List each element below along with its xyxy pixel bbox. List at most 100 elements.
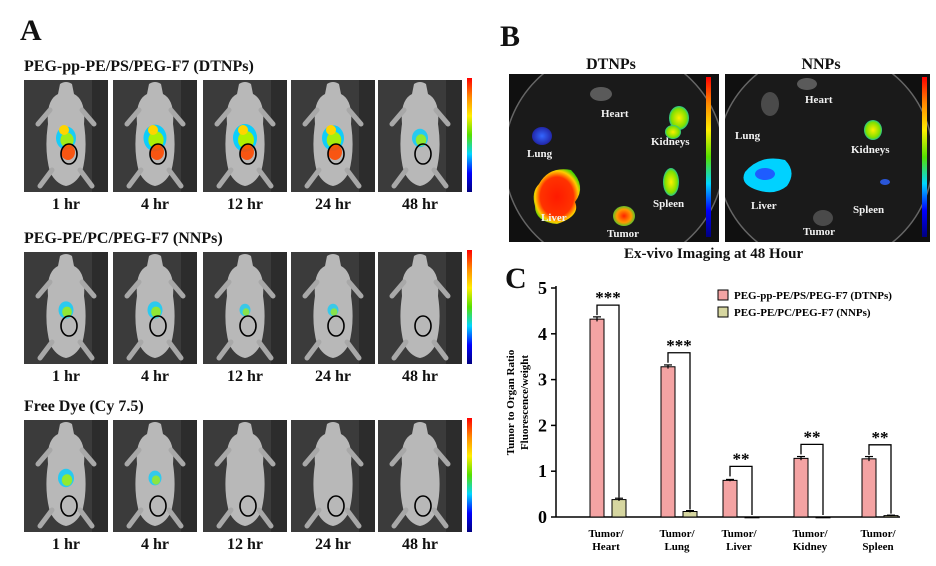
ex-vivo-caption: Ex-vivo Imaging at 48 Hour (624, 246, 804, 262)
time-label-row-2-2: 4 hr (141, 368, 169, 385)
dtnps-kidneys-label: Kidneys (651, 136, 690, 148)
time-label-row-3-1: 1 hr (52, 536, 80, 553)
mouse-image-row-3-4hr (113, 420, 197, 532)
bar-dtnps-2 (660, 366, 676, 518)
mouse-image-row-2-12hr (203, 252, 287, 364)
bar-dtnps-1 (589, 318, 605, 518)
bar-dtnps-5 (861, 458, 877, 518)
y-tick-label: 0 (538, 507, 547, 527)
time-label-row-2-3: 12 hr (227, 368, 263, 385)
nnps-colorbar (922, 77, 927, 237)
y-tick-label: 1 (538, 461, 547, 481)
x-tick-label-line2: Lung (664, 541, 690, 553)
legend-label-2: PEG-PE/PC/PEG-F7 (NNPs) (734, 307, 871, 319)
time-label-row-1-4: 24 hr (315, 196, 351, 213)
y-tick-label: 3 (538, 370, 547, 390)
y-axis-label-line1: Tumor to Organ Ratio (505, 349, 517, 455)
nnps-tumor-label: Tumor (803, 226, 835, 238)
mouse-image-row-1-12hr (203, 80, 287, 192)
nnps-kidneys-label: Kidneys (851, 144, 890, 156)
time-label-row-3-2: 4 hr (141, 536, 169, 553)
dtnps-tumor-label: Tumor (607, 228, 639, 240)
x-tick-label-line1: Tumor/ (588, 528, 624, 540)
mouse-image-row-1-24hr (291, 80, 375, 192)
mouse-image-row-2-48hr (378, 252, 462, 364)
significance-bracket (729, 465, 753, 515)
x-tick-label-line1: Tumor/ (721, 528, 757, 540)
x-tick-label-line1: Tumor/ (792, 528, 828, 540)
nnps-spleen-label: Spleen (853, 204, 885, 216)
dtnps-liver-label: Liver (541, 212, 567, 224)
x-tick-label-line1: Tumor/ (659, 528, 695, 540)
panel-c-letter: C (505, 262, 527, 295)
dtnps-organ-plate (503, 47, 725, 269)
mouse-image-row-1-4hr (113, 80, 197, 192)
mouse-image-row-2-1hr (24, 252, 108, 364)
legend-swatch-1 (717, 289, 729, 301)
panel-a-row-2-title: PEG-PE/PC/PEG-F7 (NNPs) (24, 230, 223, 247)
bar-nnps-4 (815, 516, 831, 519)
dtnps-heart-label: Heart (601, 108, 629, 120)
time-label-row-1-2: 4 hr (141, 196, 169, 213)
panel-a-row-3-title: Free Dye (Cy 7.5) (24, 398, 144, 415)
mouse-image-row-2-24hr (291, 252, 375, 364)
legend-swatch-2 (717, 306, 729, 318)
significance-label: ** (872, 428, 889, 447)
dtnps-spleen-label: Spleen (653, 198, 685, 210)
significance-label: ** (804, 427, 821, 446)
bar-dtnps-3 (722, 479, 738, 518)
time-label-row-3-3: 12 hr (227, 536, 263, 553)
x-tick-label-line2: Liver (726, 541, 752, 553)
panel-b-letter: B (500, 20, 521, 53)
nnps-ex-vivo-title: NNPs (801, 56, 841, 73)
mouse-image-row-2-4hr (113, 252, 197, 364)
mouse-image-row-3-24hr (291, 420, 375, 532)
time-label-row-1-3: 12 hr (227, 196, 263, 213)
nnps-liver-label: Liver (751, 200, 777, 212)
time-label-row-2-4: 24 hr (315, 368, 351, 385)
bar-nnps-3 (744, 516, 760, 519)
significance-label: *** (666, 336, 692, 355)
significance-label: *** (595, 288, 621, 307)
y-tick-label: 4 (538, 324, 547, 344)
mouse-image-row-1-1hr (24, 80, 108, 192)
significance-label: ** (733, 449, 750, 468)
mouse-image-row-3-1hr (24, 420, 108, 532)
significance-bracket (596, 304, 620, 498)
mouse-image-row-1-48hr (378, 80, 462, 192)
mouse-image-row-3-48hr (378, 420, 462, 532)
x-tick-label-line2: Spleen (862, 541, 893, 553)
legend-label-1: PEG-pp-PE/PS/PEG-F7 (DTNPs) (734, 290, 892, 302)
panel-a-row-1-title: PEG-pp-PE/PS/PEG-F7 (DTNPs) (24, 58, 254, 75)
nnps-lung-label: Lung (735, 130, 761, 142)
y-tick-label: 2 (538, 415, 547, 435)
time-label-row-3-4: 24 hr (315, 536, 351, 553)
panel-a-row-3-colorbar (467, 418, 472, 532)
y-tick-label: 5 (538, 278, 547, 298)
tumor-ratio-bar-chart: 0 1 2 3 4 5 Tumor to Organ Ratio Fluorescence/w… (505, 278, 900, 553)
time-label-row-1-1: 1 hr (52, 196, 80, 213)
dtnps-ex-vivo-title: DTNPs (586, 56, 636, 73)
time-label-row-1-5: 48 hr (402, 196, 438, 213)
significance-bracket (868, 444, 892, 514)
dtnps-colorbar (706, 77, 711, 237)
y-axis-label-line2: Fluorescence/weight (519, 355, 531, 450)
bar-dtnps-4 (793, 457, 809, 518)
mouse-image-row-3-12hr (203, 420, 287, 532)
time-label-row-3-5: 48 hr (402, 536, 438, 553)
x-tick-label-line2: Heart (592, 541, 620, 553)
x-tick-label-line1: Tumor/ (860, 528, 896, 540)
dtnps-organ-image: Heart Lung Kidneys Liver Spleen Tumor (503, 47, 725, 269)
panel-a-letter: A (20, 14, 42, 47)
time-label-row-2-5: 48 hr (402, 368, 438, 385)
panel-a-row-1-colorbar (467, 78, 472, 192)
bar-nnps-1 (611, 499, 627, 518)
dtnps-lung-label: Lung (527, 148, 553, 160)
significance-bracket (800, 443, 824, 515)
nnps-organ-image: Heart Lung Kidneys Liver Spleen Tumor (716, 49, 934, 267)
x-tick-label-line2: Kidney (793, 541, 828, 553)
panel-a-row-2-colorbar (467, 250, 472, 364)
nnps-heart-label: Heart (805, 94, 833, 106)
time-label-row-2-1: 1 hr (52, 368, 80, 385)
significance-bracket (667, 352, 691, 510)
